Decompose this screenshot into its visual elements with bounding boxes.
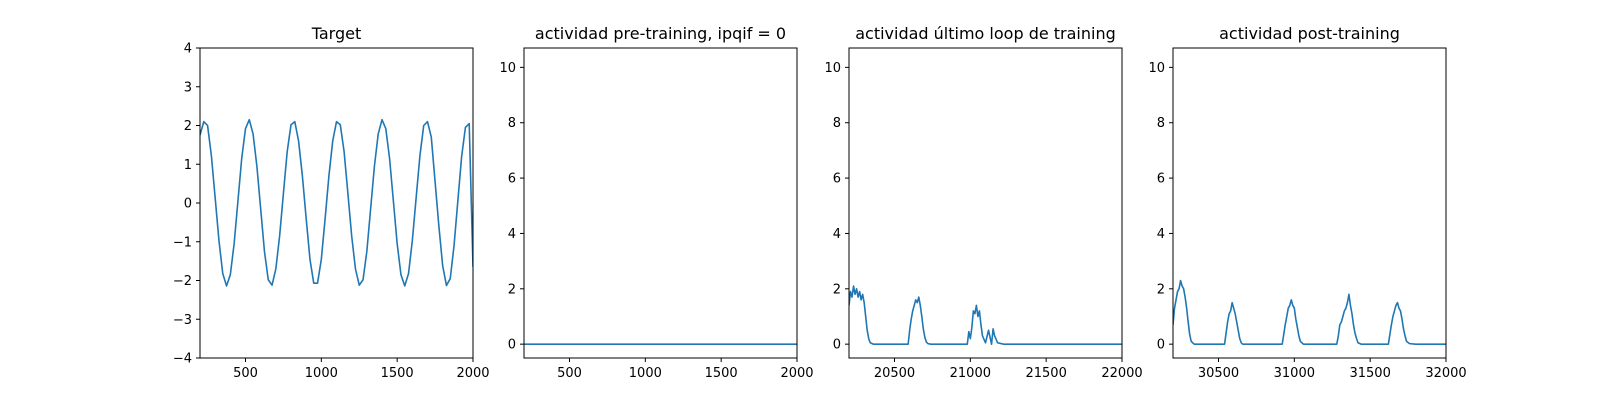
plot-frame: [1172, 47, 1447, 359]
x-tick-label: 1000: [305, 366, 338, 381]
plot-frame: [523, 47, 798, 359]
y-tick-label: 4: [1157, 227, 1165, 242]
y-tick-label: 4: [833, 227, 841, 242]
y-tick-label: −4: [173, 352, 192, 367]
y-tick-label: 10: [499, 61, 516, 76]
y-tick-label: 2: [184, 119, 192, 134]
x-tick-label: 2000: [780, 366, 813, 381]
y-tick-label: 6: [1157, 172, 1165, 187]
x-tick-label: 1000: [629, 366, 662, 381]
x-tick-label: 1500: [381, 366, 414, 381]
chart-panel-1: 500 1000 1500 2000 −4 −3 −2 −1 0 1 2 3 4 Target: [173, 24, 490, 381]
series-line-1: [849, 285, 1122, 345]
x-tick-label: 2000: [456, 366, 489, 381]
series-line-1: [1173, 279, 1446, 345]
y-tick-label: 3: [184, 80, 192, 95]
y-tick-label: 2: [833, 282, 841, 297]
plot-frame: [199, 47, 474, 359]
y-tick-label: 4: [184, 42, 192, 57]
y-tick-label: −2: [173, 274, 192, 289]
y-tick-label: −3: [173, 313, 192, 328]
x-tick-label: 21000: [950, 366, 991, 381]
chart-panel-4: 30500 31000 31500 32000 0 2 4 6 8 10 actividad pos…: [1148, 24, 1466, 381]
x-tick-label: 20500: [874, 366, 915, 381]
x-tick-label: 21500: [1025, 366, 1066, 381]
chart-title: actividad pre-training, ipqif = 0: [535, 24, 786, 43]
x-tick-label: 31000: [1274, 366, 1315, 381]
x-tick-label: 500: [233, 366, 258, 381]
y-tick-label: 8: [1157, 116, 1165, 131]
y-tick-label: 6: [508, 172, 516, 187]
y-tick-label: 0: [833, 338, 841, 353]
y-tick-label: −1: [173, 235, 192, 250]
chart-title: actividad post-training: [1219, 24, 1400, 43]
y-tick-label: 2: [508, 282, 516, 297]
y-tick-label: 10: [1148, 61, 1165, 76]
x-tick-label: 31500: [1349, 366, 1390, 381]
y-tick-label: 2: [1157, 282, 1165, 297]
plot-frame: [848, 47, 1123, 359]
y-tick-label: 0: [1157, 338, 1165, 353]
chart-panel-2: 500 1000 1500 2000 0 2 4 6 8 10 actividad pre-trai…: [499, 24, 813, 381]
chart-title: Target: [311, 24, 362, 43]
y-tick-label: 6: [833, 172, 841, 187]
x-tick-label: 22000: [1101, 366, 1142, 381]
x-tick-label: 32000: [1425, 366, 1466, 381]
y-tick-label: 0: [508, 338, 516, 353]
y-tick-label: 8: [508, 116, 516, 131]
y-tick-label: 4: [508, 227, 516, 242]
chart-title: actividad último loop de training: [855, 24, 1116, 43]
y-tick-label: 1: [184, 158, 192, 173]
series-line-1: [200, 118, 473, 287]
chart-panel-3: 20500 21000 21500 22000 0 2 4 6 8 10 actividad últ…: [824, 24, 1142, 381]
x-tick-label: 500: [557, 366, 582, 381]
y-tick-label: 10: [824, 61, 841, 76]
y-tick-label: 8: [833, 116, 841, 131]
y-tick-label: 0: [184, 197, 192, 212]
x-tick-label: 1500: [705, 366, 738, 381]
x-tick-label: 30500: [1198, 366, 1239, 381]
